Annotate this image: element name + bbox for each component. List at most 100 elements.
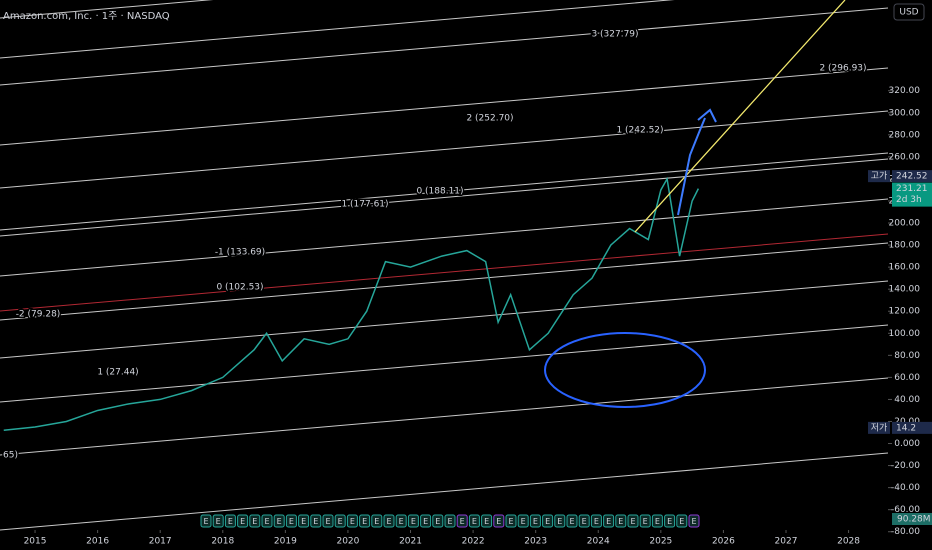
earnings-icon bbox=[578, 514, 590, 528]
earnings-icon bbox=[664, 514, 676, 528]
earnings-label: E bbox=[435, 517, 440, 526]
x-tick-label: 2021 bbox=[399, 537, 422, 547]
y-tick-label: 320.00 bbox=[889, 86, 921, 96]
fib-label: 0 (102.53) bbox=[216, 283, 263, 293]
price-line bbox=[3, 176, 700, 432]
y-tick-label: 100.00 bbox=[889, 329, 921, 339]
earnings-label: E bbox=[252, 517, 257, 526]
earnings-icon bbox=[651, 514, 663, 528]
fib-line-red bbox=[0, 233, 889, 312]
x-tick-label: 2023 bbox=[524, 537, 547, 547]
earnings-icon bbox=[371, 514, 383, 528]
symbol-title: Amazon.com, Inc. · 1주 · NASDAQ bbox=[3, 11, 170, 22]
fib-line bbox=[0, 67, 889, 146]
earnings-icon bbox=[261, 514, 273, 528]
last-bg bbox=[892, 182, 932, 207]
earnings-icon bbox=[676, 514, 688, 528]
x-tick-label: 2017 bbox=[149, 537, 172, 547]
x-tick-label: 2020 bbox=[336, 537, 359, 547]
x-tick-label: 2025 bbox=[649, 537, 672, 547]
earnings-icon bbox=[505, 514, 517, 528]
earnings-icon bbox=[249, 514, 261, 528]
earnings-label: E bbox=[472, 517, 477, 526]
earnings-icon bbox=[273, 514, 285, 528]
x-tick-label: 2018 bbox=[211, 537, 234, 547]
fib-label: 0 (188.11) bbox=[416, 187, 463, 197]
fib-line bbox=[0, 0, 675, 59]
fib-line bbox=[0, 0, 214, 19]
earnings-label: E bbox=[606, 517, 611, 526]
earnings-icon bbox=[285, 514, 297, 528]
x-tick-label: 2027 bbox=[775, 537, 798, 547]
earnings-icon bbox=[432, 514, 444, 528]
earnings-label: E bbox=[350, 517, 355, 526]
earnings-label: E bbox=[240, 517, 245, 526]
earnings-icon bbox=[212, 514, 224, 528]
price-axis bbox=[888, 0, 932, 550]
y-tick-label: 140.00 bbox=[889, 285, 921, 295]
y-tick-label: 180.00 bbox=[889, 241, 921, 251]
high-bg bbox=[892, 170, 932, 183]
earnings-icon bbox=[322, 514, 334, 528]
earnings-label: E bbox=[325, 517, 330, 526]
currency-button[interactable] bbox=[893, 3, 925, 21]
y-tick-label: -80.00 bbox=[891, 527, 920, 537]
earnings-label: E bbox=[289, 517, 294, 526]
earnings-icon bbox=[542, 514, 554, 528]
hand-circle bbox=[544, 332, 706, 408]
earnings-label: E bbox=[630, 517, 635, 526]
earnings-icon bbox=[420, 514, 432, 528]
x-tick-label: 2015 bbox=[24, 537, 47, 547]
earnings-icon bbox=[517, 514, 529, 528]
x-tick-label: 2028 bbox=[837, 537, 860, 547]
earnings-label: E bbox=[496, 517, 501, 526]
earnings-label: E bbox=[301, 517, 306, 526]
earnings-icon bbox=[383, 514, 395, 528]
earnings-label: E bbox=[533, 517, 538, 526]
earnings-label: E bbox=[508, 517, 513, 526]
fib-line bbox=[0, 110, 889, 189]
y-tick-label: -20.00 bbox=[891, 461, 920, 471]
earnings-icon bbox=[298, 514, 310, 528]
earnings-icon bbox=[468, 514, 480, 528]
earnings-icon bbox=[224, 514, 236, 528]
earnings-icon bbox=[627, 514, 639, 528]
fib-label: 65) bbox=[3, 451, 18, 461]
earnings-icon bbox=[615, 514, 627, 528]
y-tick-label: 40.00 bbox=[894, 395, 920, 405]
high-tag: 고가 bbox=[871, 171, 888, 182]
earnings-label: E bbox=[411, 517, 416, 526]
volume-value: 90.28M bbox=[897, 515, 931, 525]
earnings-label: E bbox=[313, 517, 318, 526]
earnings-label: E bbox=[569, 517, 574, 526]
y-tick-label: -60.00 bbox=[891, 505, 920, 515]
fib-line bbox=[0, 7, 889, 86]
earnings-label: E bbox=[460, 517, 465, 526]
earnings-icon bbox=[407, 514, 419, 528]
earnings-label: E bbox=[386, 517, 391, 526]
earnings-icon bbox=[529, 514, 541, 528]
x-tick-label: 2022 bbox=[462, 537, 485, 547]
fib-line bbox=[0, 152, 889, 231]
earnings-label: E bbox=[374, 517, 379, 526]
fib-label: 3 (327.79) bbox=[591, 30, 638, 40]
fib-line bbox=[0, 452, 889, 531]
fib-label: 1 (177.61) bbox=[341, 200, 388, 210]
earnings-label: E bbox=[521, 517, 526, 526]
earnings-label: E bbox=[447, 517, 452, 526]
fib-line bbox=[0, 198, 889, 277]
earnings-icon bbox=[237, 514, 249, 528]
fib-lines bbox=[0, 0, 889, 531]
earnings-label: E bbox=[667, 517, 672, 526]
y-tick-label: 80.00 bbox=[894, 351, 920, 361]
x-tick-label: 2019 bbox=[274, 537, 297, 547]
y-tick-label: 300.00 bbox=[889, 108, 921, 118]
low-tag-bg bbox=[868, 421, 890, 434]
currency-label[interactable]: USD bbox=[899, 8, 918, 18]
earnings-icon bbox=[688, 514, 700, 528]
fib-label: 2 (296.93) bbox=[819, 64, 866, 74]
earnings-icon bbox=[554, 514, 566, 528]
high-tag-bg bbox=[868, 170, 890, 183]
fib-label: 1 (242.52) bbox=[616, 126, 663, 136]
